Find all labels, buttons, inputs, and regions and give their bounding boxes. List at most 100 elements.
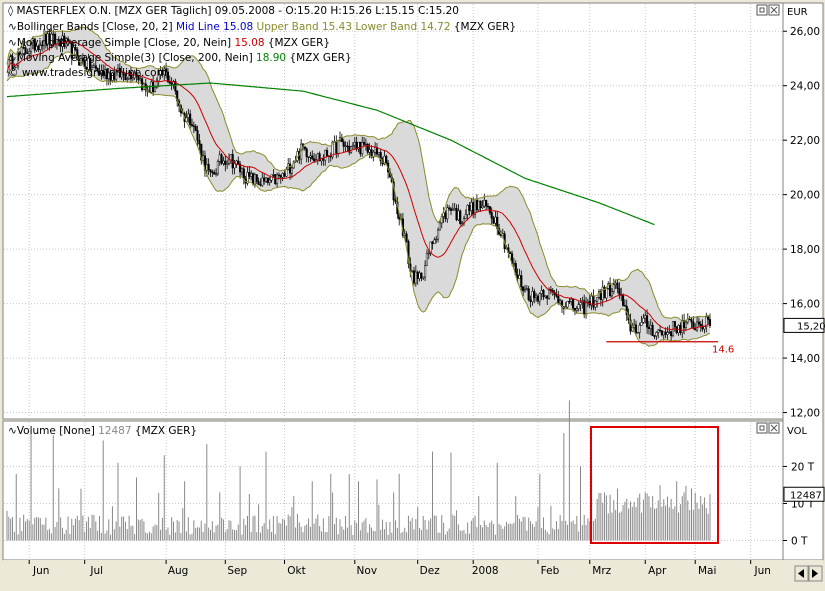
candle xyxy=(642,313,645,324)
candle xyxy=(544,295,547,299)
bb-legend[interactable]: ∿Bollinger Bands [Close, 20, 2] Mid Line… xyxy=(8,21,516,33)
sma20-legend[interactable]: ∿Moving Average Simple [Close, 20, Nein]… xyxy=(8,37,330,49)
candle xyxy=(216,159,219,176)
candle xyxy=(657,329,660,339)
candle xyxy=(636,332,639,334)
candle xyxy=(422,276,425,281)
candle xyxy=(527,285,530,302)
candle xyxy=(568,298,571,305)
candle xyxy=(540,285,543,300)
candle xyxy=(533,288,536,304)
candle xyxy=(30,41,33,57)
candle xyxy=(215,168,218,177)
candle xyxy=(512,257,515,267)
candle xyxy=(372,150,375,162)
volume-highlight-box xyxy=(590,426,719,544)
volume-tick-label: 0 T xyxy=(791,535,808,547)
candle xyxy=(157,68,160,88)
maximize-price-pane-glyph xyxy=(759,7,765,13)
bb-legend-tail: {MZX GER} xyxy=(454,21,516,33)
bollinger-upper-band[interactable] xyxy=(6,26,711,322)
candle xyxy=(196,125,199,147)
candle xyxy=(363,136,366,147)
sma20-legend-icon: ∿ xyxy=(8,37,17,49)
candle xyxy=(614,279,617,290)
title-icon: ◊ xyxy=(8,5,17,17)
bb-upper-value: Upper Band 15.43 xyxy=(257,21,352,33)
candle xyxy=(89,57,92,72)
axis-labels: 26,00 24,00 22,00 20,00 18,00 16,00 14,00 12,00… xyxy=(28,26,825,577)
sma20-line[interactable] xyxy=(6,41,711,331)
candle xyxy=(596,297,599,308)
copyright-icon: © xyxy=(8,67,22,79)
candle xyxy=(638,322,641,339)
volume-legend-value: 12487 xyxy=(98,425,131,437)
time-axis xyxy=(3,560,823,586)
watermark-text: www.tradesignalonline.com xyxy=(22,67,167,79)
last-volume-tag: 12487 xyxy=(790,490,822,501)
month-label: Mai xyxy=(698,565,716,577)
candle xyxy=(579,298,582,312)
candle xyxy=(379,148,382,166)
candle xyxy=(429,241,432,257)
candle xyxy=(385,154,388,166)
candle xyxy=(207,158,210,175)
scroll-left-icon xyxy=(798,569,804,578)
candle xyxy=(538,292,541,306)
candle xyxy=(81,53,84,64)
candle xyxy=(520,270,523,291)
candle xyxy=(684,320,688,332)
price-tick-label: 22,00 xyxy=(790,135,820,147)
maximize-price-pane-icon[interactable] xyxy=(756,4,768,16)
candle xyxy=(446,204,449,223)
volume-tick-label: 20 T xyxy=(791,461,815,473)
candle xyxy=(104,64,107,80)
price-unit-label: EUR xyxy=(787,7,808,18)
candle xyxy=(479,200,482,212)
month-label: 2008 xyxy=(472,565,499,577)
volume-legend[interactable]: ∿Volume [None] 12487 {MZX GER} xyxy=(8,425,197,437)
candle xyxy=(703,326,706,334)
candle xyxy=(194,123,197,132)
candle xyxy=(351,141,354,150)
bollinger-lower-band[interactable] xyxy=(6,51,711,347)
maximize-volume-pane-glyph xyxy=(759,425,765,431)
sma20-value: 15.08 xyxy=(234,37,264,49)
close-price-pane-glyph xyxy=(770,6,778,14)
candle xyxy=(566,300,569,310)
month-label: Jun xyxy=(32,565,49,577)
candle xyxy=(610,288,614,299)
candle xyxy=(63,32,66,49)
close-volume-pane-glyph xyxy=(770,424,778,432)
candle xyxy=(65,37,68,49)
bollinger-band-area xyxy=(7,26,710,347)
scroll-right-icon xyxy=(812,569,818,578)
candle xyxy=(246,166,249,186)
support-label: 14.6 xyxy=(712,345,734,356)
candle xyxy=(105,68,108,86)
candle xyxy=(192,121,195,134)
candle xyxy=(311,150,314,161)
candle xyxy=(131,74,134,82)
sma200-line[interactable] xyxy=(6,82,655,226)
candle xyxy=(174,78,177,95)
candle xyxy=(555,288,558,298)
candle xyxy=(268,176,271,186)
candle xyxy=(464,209,467,220)
candle xyxy=(342,138,345,153)
sma200-legend-tail: {MZX GER} xyxy=(289,52,351,64)
price-tick-label: 16,00 xyxy=(790,299,820,311)
watermark: © www.tradesignalonline.com xyxy=(8,67,167,79)
maximize-volume-pane-icon[interactable] xyxy=(756,422,768,434)
candle xyxy=(115,68,118,82)
candle xyxy=(459,209,462,226)
candle xyxy=(653,334,656,340)
candle xyxy=(92,62,96,68)
candle xyxy=(237,156,240,165)
price-tick-label: 14,00 xyxy=(790,353,820,365)
title-line: ◊ MASTERFLEX O.N. [MZX GER Täglich] 09.0… xyxy=(8,5,459,17)
sma200-legend[interactable]: ∿Moving Average Simple(3) [Close, 200, N… xyxy=(8,52,352,64)
candle xyxy=(707,314,710,325)
candle xyxy=(451,203,454,211)
